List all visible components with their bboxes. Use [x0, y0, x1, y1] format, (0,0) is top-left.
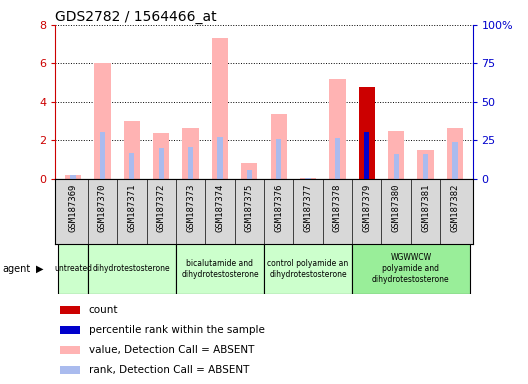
Bar — [271, 114, 287, 179]
Text: GSM187370: GSM187370 — [98, 184, 107, 232]
FancyBboxPatch shape — [264, 244, 352, 294]
Text: agent: agent — [3, 264, 31, 274]
Bar — [65, 175, 81, 179]
Text: rank, Detection Call = ABSENT: rank, Detection Call = ABSENT — [89, 364, 249, 374]
Bar — [305, 178, 310, 179]
FancyBboxPatch shape — [59, 244, 88, 294]
Bar — [183, 128, 199, 179]
Bar — [60, 326, 80, 334]
FancyBboxPatch shape — [88, 244, 176, 294]
Text: GSM187376: GSM187376 — [274, 184, 283, 232]
FancyBboxPatch shape — [176, 244, 264, 294]
Bar — [329, 79, 345, 179]
Text: value, Detection Call = ABSENT: value, Detection Call = ABSENT — [89, 345, 254, 355]
Bar — [60, 306, 80, 314]
Bar — [212, 38, 228, 179]
Bar — [418, 150, 433, 179]
Text: bicalutamide and
dihydrotestosterone: bicalutamide and dihydrotestosterone — [181, 259, 259, 279]
Text: control polyamide an
dihydrotestosterone: control polyamide an dihydrotestosterone — [268, 259, 348, 279]
Bar — [388, 131, 404, 179]
Text: untreated: untreated — [54, 264, 92, 273]
Bar — [153, 134, 169, 179]
Bar — [188, 147, 193, 179]
Bar — [95, 63, 110, 179]
Text: GSM187381: GSM187381 — [421, 184, 430, 232]
Bar — [335, 138, 340, 179]
Bar — [100, 132, 105, 179]
Text: WGWWCW
polyamide and
dihydrotestosterone: WGWWCW polyamide and dihydrotestosterone — [372, 253, 450, 285]
Bar — [452, 142, 458, 179]
Text: percentile rank within the sample: percentile rank within the sample — [89, 325, 265, 335]
Text: GSM187377: GSM187377 — [304, 184, 313, 232]
FancyBboxPatch shape — [352, 244, 469, 294]
Bar — [364, 132, 370, 179]
Bar — [300, 178, 316, 179]
Text: count: count — [89, 305, 118, 315]
Text: GSM187374: GSM187374 — [215, 184, 224, 232]
Bar — [60, 366, 80, 374]
Text: ▶: ▶ — [36, 264, 43, 274]
Bar — [124, 121, 140, 179]
Bar — [129, 153, 135, 179]
Text: GSM187378: GSM187378 — [333, 184, 342, 232]
Bar — [247, 170, 252, 179]
Text: dihydrotestosterone: dihydrotestosterone — [93, 264, 171, 273]
Text: GSM187371: GSM187371 — [127, 184, 136, 232]
Text: GSM187373: GSM187373 — [186, 184, 195, 232]
Bar — [218, 137, 223, 179]
Bar — [393, 154, 399, 179]
Bar — [60, 346, 80, 354]
Text: GSM187372: GSM187372 — [157, 184, 166, 232]
Bar — [241, 163, 257, 179]
Bar — [70, 175, 76, 179]
Text: GSM187379: GSM187379 — [362, 184, 371, 232]
Text: GDS2782 / 1564466_at: GDS2782 / 1564466_at — [55, 10, 217, 23]
Bar — [158, 148, 164, 179]
Bar — [423, 154, 428, 179]
Text: GSM187375: GSM187375 — [245, 184, 254, 232]
Text: GSM187382: GSM187382 — [450, 184, 459, 232]
Bar — [359, 88, 375, 179]
Text: GSM187380: GSM187380 — [392, 184, 401, 232]
Bar — [276, 139, 281, 179]
Text: GSM187369: GSM187369 — [69, 184, 78, 232]
Bar — [447, 128, 463, 179]
